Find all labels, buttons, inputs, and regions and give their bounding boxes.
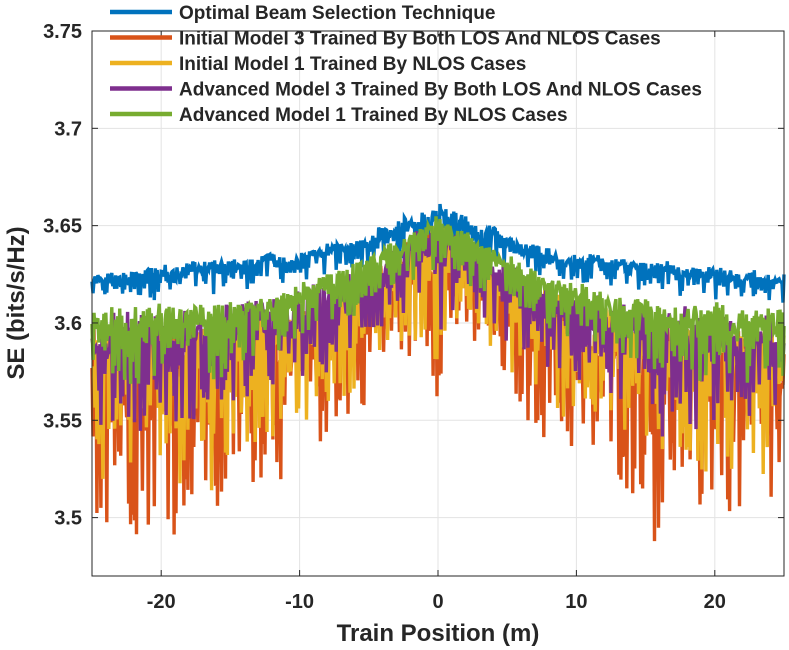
- legend-label: Initial Model 3 Trained By Both LOS And …: [179, 29, 661, 50]
- x-tick-label: -20: [147, 591, 176, 613]
- y-tick-label: 3.65: [43, 216, 82, 238]
- series-5: [90, 216, 786, 384]
- legend-label: Optimal Beam Selection Technique: [179, 3, 495, 24]
- y-tick-label: 3.55: [43, 410, 82, 432]
- x-tick-label: -10: [285, 591, 314, 613]
- legend-label: Initial Model 1 Trained By NLOS Cases: [179, 54, 526, 75]
- y-tick-label: 3.7: [54, 118, 82, 140]
- x-axis-label: Train Position (m): [337, 620, 540, 647]
- legend-item: Optimal Beam Selection Technique: [110, 3, 495, 24]
- legend: Optimal Beam Selection Technique Initial …: [110, 3, 702, 126]
- y-axis-label: SE (bits/s/Hz): [3, 226, 30, 379]
- y-tick-label: 3.75: [43, 21, 82, 43]
- series-line: [90, 216, 786, 384]
- x-tick-label: 10: [565, 591, 587, 613]
- x-tick-label: 0: [432, 591, 443, 613]
- legend-label: Advanced Model 1 Trained By NLOS Cases: [179, 105, 568, 126]
- legend-item: Initial Model 1 Trained By NLOS Cases: [110, 54, 526, 75]
- x-tick-label: 20: [704, 591, 726, 613]
- series-layer: [90, 203, 786, 542]
- legend-item: Initial Model 3 Trained By Both LOS And …: [110, 29, 661, 50]
- y-tick-label: 3.6: [54, 313, 82, 335]
- legend-label: Advanced Model 3 Trained By Both LOS And…: [179, 80, 702, 101]
- legend-item: Advanced Model 3 Trained By Both LOS And…: [110, 80, 702, 101]
- y-tick-label: 3.5: [54, 508, 82, 530]
- series-1: [90, 203, 786, 303]
- legend-item: Advanced Model 1 Trained By NLOS Cases: [110, 105, 568, 126]
- series-line: [90, 203, 786, 303]
- axes: -20 -10 0 10 20 3.5 3.55 3.6 3.65 3.7 3.75: [43, 21, 784, 613]
